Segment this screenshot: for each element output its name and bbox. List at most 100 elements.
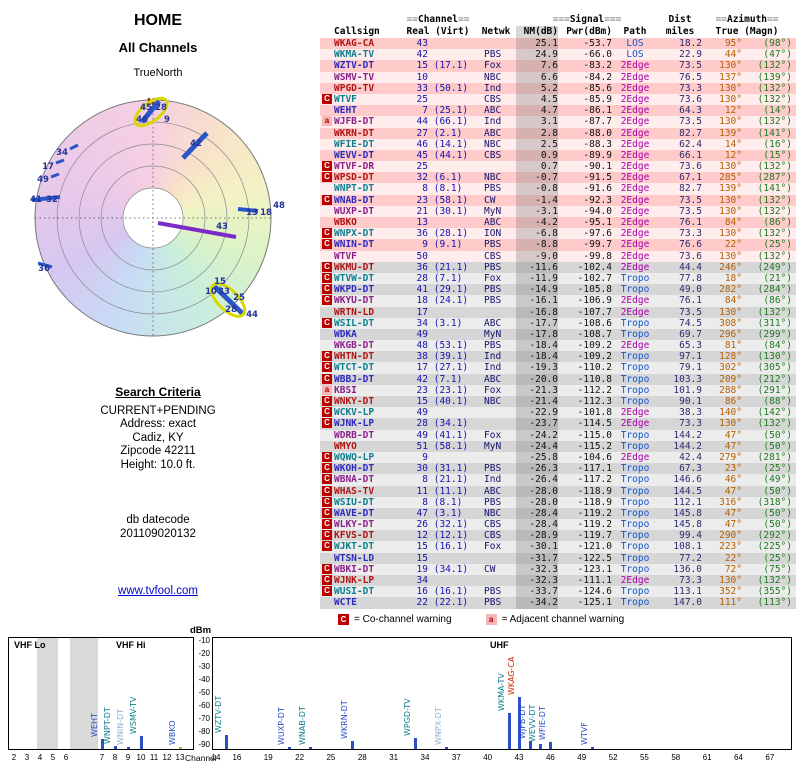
cell-nm-db: 4.7 <box>516 105 558 117</box>
cell-network: ABC <box>484 485 502 497</box>
cell-channel-real: 38 <box>416 351 428 363</box>
cell-network: CBS <box>484 93 502 105</box>
cell-path: 2Edge <box>620 60 650 72</box>
cell-distance: 22.9 <box>679 49 702 61</box>
adjacent-channel-warning-badge: a <box>322 384 332 395</box>
cell-warning: C <box>320 351 334 362</box>
cell-power-dbm: -119.2 <box>577 519 612 531</box>
station-signal-bar <box>444 747 448 749</box>
cell-callsign: WUSI-DT <box>334 586 375 598</box>
true-north-label: TrueNorth <box>133 67 183 79</box>
radar-channel-marker: 32 <box>46 195 58 205</box>
cell-azimuth-true: 130° <box>719 60 742 72</box>
cell-channel-real: 45 <box>416 149 428 161</box>
cell-channel-real: 41 <box>416 284 428 296</box>
station-label: WEHT <box>90 713 99 737</box>
x-axis-tick: 16 <box>232 753 242 762</box>
channel-axis-label: Channel <box>185 753 217 763</box>
uhf-chart-box <box>212 637 792 750</box>
co-channel-warning-badge: C <box>322 541 332 552</box>
azimuth-group-header: ≡≡Azimuth≡≡ <box>715 14 779 25</box>
table-row: C WHTN-DT 38 (39.1) Ind -18.4 -109.2 Tropo 97.1… <box>320 351 796 363</box>
cell-power-dbm: -91.6 <box>583 183 612 195</box>
cell-distance: 49.0 <box>679 284 702 296</box>
cell-warning: C <box>320 295 334 306</box>
cell-path: Tropo <box>620 362 650 374</box>
cell-path: Tropo <box>620 351 650 363</box>
tvfool-link[interactable]: www.tvfool.com <box>118 585 198 597</box>
cell-power-dbm: -88.3 <box>583 138 612 150</box>
x-axis-tick: 49 <box>577 753 587 762</box>
table-row: C WSIU-DT 8 (8.1) PBS -28.0 -118.9 Tropo 112.1 3… <box>320 496 796 508</box>
x-axis-tick: 28 <box>357 753 367 762</box>
cell-channel-virtual <box>428 161 476 172</box>
cell-path: Tropo <box>620 530 650 542</box>
cell-nm-db: 7.6 <box>516 60 558 72</box>
cell-channel-virtual: (34.1) <box>428 563 469 575</box>
cell-warning: C <box>320 194 334 206</box>
cell-channel-real: 34 <box>416 317 428 329</box>
station-label: WKMA-TV <box>496 672 506 711</box>
cell-network: NBC <box>484 396 502 407</box>
radar-channel-marker: 34 <box>56 148 68 158</box>
cell-channel-real: 36 <box>416 228 428 240</box>
cell-nm-db: -0.7 <box>516 172 558 184</box>
cell-warning <box>320 307 334 318</box>
co-channel-warning-badge: C <box>322 507 332 518</box>
azimuth-radar-plot: N 45 28 46 9 42 34 17 49 41 32 36 13 18 48 43 15 10 33 25 2… <box>30 95 285 341</box>
radar-channel-marker: 46 <box>136 115 148 125</box>
cell-power-dbm: -99.7 <box>583 239 612 251</box>
station-label: WKAG-CA <box>507 656 517 695</box>
cell-network <box>476 575 516 586</box>
cell-channel-real: 15 <box>416 552 428 564</box>
cell-power-dbm: -107.7 <box>577 306 612 318</box>
cell-distance: 73.5 <box>679 306 702 318</box>
cell-path: Tropo <box>620 284 650 296</box>
cell-channel-real: 49 <box>416 429 428 441</box>
cell-azimuth-true: 128° <box>719 351 742 363</box>
adjacent-channel-legend-text: = Adjacent channel warning <box>501 614 625 625</box>
table-group-header-row: ≡≡Channel≡≡ ≡≡≡Signal≡≡≡ Dist ≡≡Azimuth≡… <box>320 14 796 26</box>
cell-callsign: WNKY-DT <box>334 396 375 407</box>
cell-distance: 62.4 <box>679 138 702 150</box>
cell-azimuth-true: 285° <box>719 172 742 184</box>
cell-nm-db: -32.3 <box>516 563 558 575</box>
cell-channel-virtual <box>428 49 476 60</box>
x-axis-tick: 6 <box>63 753 69 762</box>
table-row: WZTV-DT 15 (17.1) Fox 7.6 -83.2 2Edge 73.5 130°… <box>320 60 796 72</box>
x-axis-tick: 22 <box>295 753 305 762</box>
cell-channel-virtual: (31.1) <box>428 463 469 475</box>
radar-channel-marker: 13 <box>246 208 258 218</box>
cell-channel-virtual: (2.1) <box>428 127 463 139</box>
radar-channel-marker: 18 <box>260 208 272 218</box>
cell-nm-db: 5.2 <box>516 82 558 94</box>
cell-warning <box>320 553 334 564</box>
criteria-line: CURRENT+PENDING <box>100 404 216 417</box>
cell-warning: C <box>320 586 334 597</box>
summary-panel: HOME All Channels TrueNorth N 45 28 46 9 42 3… <box>0 0 316 606</box>
cell-nm-db: -4.2 <box>516 217 558 229</box>
station-signal-bar <box>350 741 354 749</box>
cell-distance: 67.3 <box>679 463 702 475</box>
cell-network: ION <box>484 228 502 240</box>
cell-azimuth-magn: (141°) <box>757 183 792 195</box>
co-channel-warning-badge: C <box>322 362 332 373</box>
cell-power-dbm: -105.8 <box>577 284 612 296</box>
cell-power-dbm: -119.2 <box>577 507 612 519</box>
cell-network: Fox <box>484 384 502 396</box>
station-signal-bar <box>591 747 595 749</box>
cell-distance: 113.1 <box>673 586 702 598</box>
table-row: WBKO 13 ABC -4.2 -95.1 2Edge 76.1 84° (86°) <box>320 217 796 229</box>
station-signal-bar <box>140 736 143 749</box>
cell-path: Tropo <box>620 507 650 519</box>
co-channel-warning-badge: C <box>322 239 332 250</box>
cell-path: 2Edge <box>620 172 650 184</box>
cell-network: Fox <box>484 272 502 284</box>
cell-channel-virtual: (44.1) <box>428 149 469 161</box>
cell-distance: 73.3 <box>679 575 702 586</box>
cell-warning <box>320 60 334 71</box>
vhf-lo-label: VHF Lo <box>14 640 46 650</box>
cell-path: 2Edge <box>620 105 650 117</box>
cell-azimuth-magn: (84°) <box>763 340 792 352</box>
table-row: a KBSI 23 (23.1) Fox -21.3 -112.2 Tropo 101.9 28… <box>320 384 796 396</box>
